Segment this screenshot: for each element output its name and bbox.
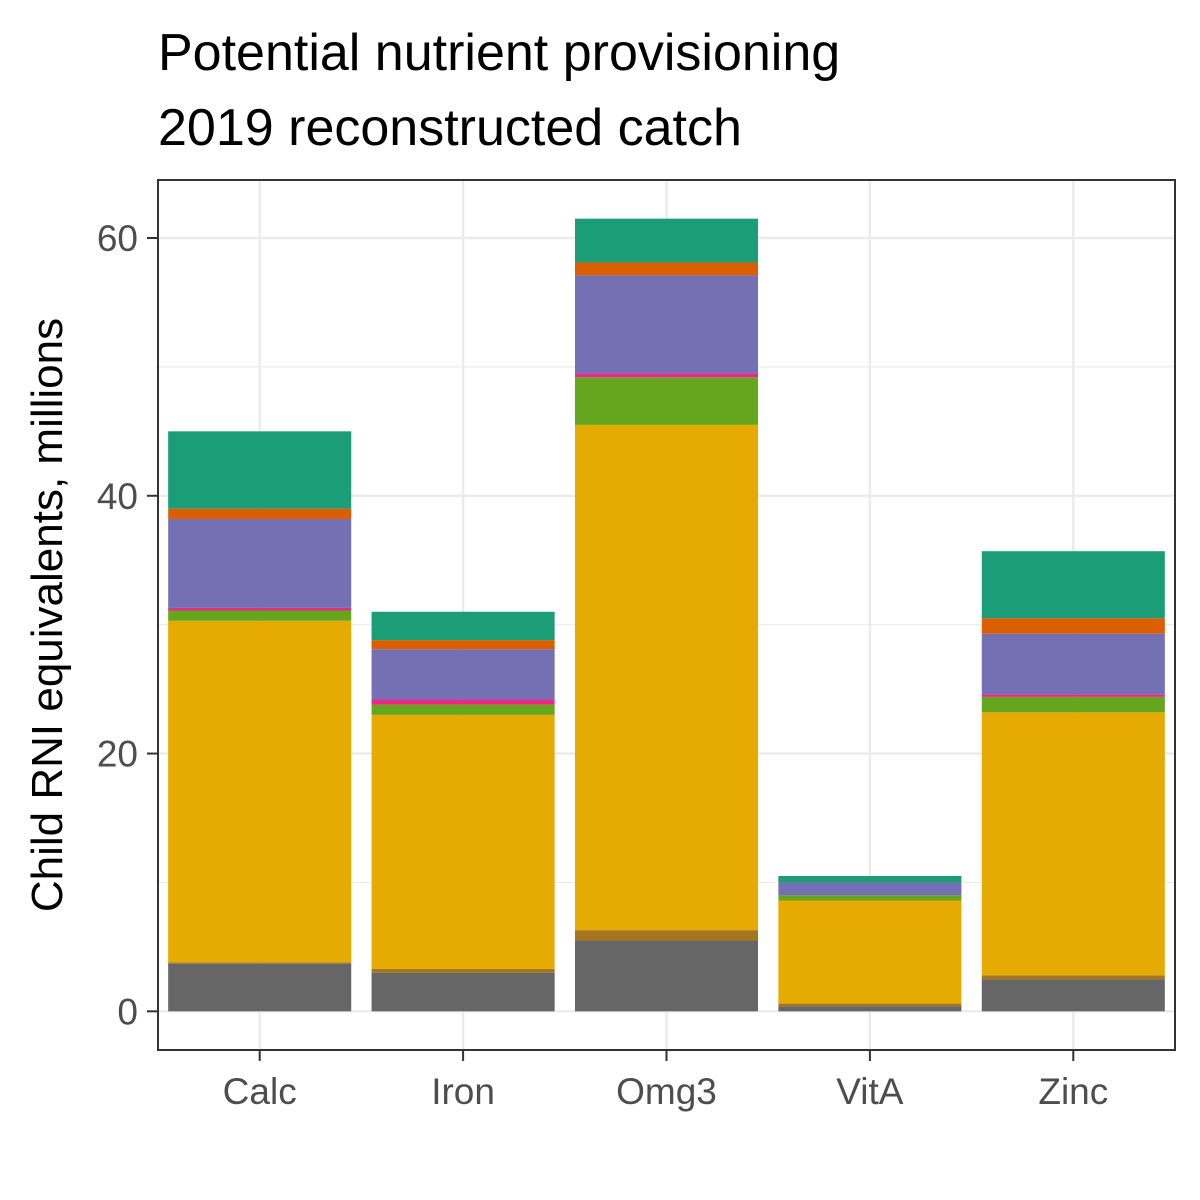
bars <box>168 218 1165 1012</box>
chart-title: Potential nutrient provisioning 2019 rec… <box>158 24 840 157</box>
bar-segment <box>981 618 1165 634</box>
y-axis-title: Child RNI equivalents, millions <box>23 318 72 912</box>
y-axis: 0 20 40 60 <box>97 218 158 1032</box>
bar-segment <box>371 699 555 705</box>
bar-segment <box>574 930 759 941</box>
bar-segment <box>371 972 555 1012</box>
bar-segment <box>778 895 962 901</box>
bar-segment <box>168 962 352 964</box>
bar-segment <box>981 696 1165 713</box>
bar-stack-omg3 <box>574 218 759 1012</box>
bar-segment <box>574 377 759 425</box>
bar-segment <box>574 373 759 378</box>
y-tick-label: 40 <box>97 476 138 517</box>
chart-title-line-2: 2019 reconstructed catch <box>158 99 742 157</box>
bar-segment <box>981 712 1165 976</box>
bar-segment <box>168 431 352 509</box>
bar-stack-calc <box>168 431 352 1012</box>
bar-stack-zinc <box>981 551 1165 1012</box>
bar-segment <box>168 610 352 621</box>
bar-segment <box>574 275 759 374</box>
bar-segment <box>168 518 352 608</box>
x-tick-label: Omg3 <box>616 1071 717 1112</box>
bar-segment <box>574 218 759 263</box>
bar-segment <box>371 968 555 973</box>
bar-stack-vita <box>778 876 962 1012</box>
bar-stack-iron <box>371 611 555 1012</box>
bar-segment <box>574 262 759 276</box>
bar-segment <box>371 640 555 650</box>
bar-segment <box>778 900 962 1004</box>
bar-segment <box>371 714 555 969</box>
bar-segment <box>168 963 352 1012</box>
bar-segment <box>168 620 352 963</box>
y-tick-label: 20 <box>97 734 138 775</box>
x-tick-label: Zinc <box>1038 1071 1108 1112</box>
bar-segment <box>168 607 352 611</box>
x-tick-label: VitA <box>836 1071 904 1112</box>
bar-segment <box>981 979 1165 1012</box>
bar-segment <box>981 694 1165 697</box>
bar-segment <box>371 704 555 715</box>
bar-segment <box>778 876 962 883</box>
bar-segment <box>371 611 555 641</box>
bar-segment <box>574 940 759 1012</box>
x-tick-label: Iron <box>431 1071 495 1112</box>
x-tick-label: Calc <box>223 1071 297 1112</box>
bar-segment <box>778 882 962 896</box>
bar-segment <box>981 975 1165 980</box>
bar-segment <box>168 508 352 519</box>
bar-segment <box>981 551 1165 619</box>
y-tick-label: 0 <box>117 991 138 1032</box>
bar-segment <box>778 1006 962 1012</box>
bar-segment <box>371 649 555 700</box>
chart-title-line-1: Potential nutrient provisioning <box>158 24 840 82</box>
bar-segment <box>574 424 759 931</box>
y-tick-label: 60 <box>97 218 138 259</box>
bar-segment <box>981 633 1165 695</box>
bar-segment <box>778 1003 962 1007</box>
x-axis: Calc Iron Omg3 VitA Zinc <box>223 1050 1108 1112</box>
